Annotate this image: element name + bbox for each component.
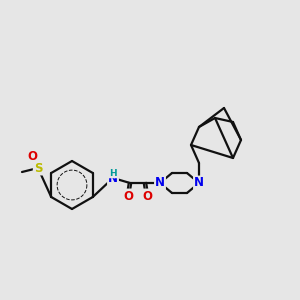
Text: N: N [194, 176, 204, 190]
Text: O: O [142, 190, 152, 202]
Text: N: N [155, 176, 165, 190]
Text: O: O [123, 190, 133, 202]
Text: N: N [108, 172, 118, 184]
Text: O: O [27, 151, 37, 164]
Text: H: H [109, 169, 117, 178]
Text: S: S [34, 161, 42, 175]
